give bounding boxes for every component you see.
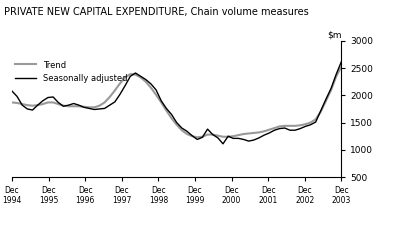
Line: Trend: Trend — [12, 67, 341, 137]
Seasonally adjusted — [107, 104, 112, 106]
Trend — [329, 89, 333, 91]
Legend: Trend, Seasonally adjusted: Trend, Seasonally adjusted — [12, 57, 131, 86]
Text: PRIVATE NEW CAPITAL EXPENDITURE, Chain volume measures: PRIVATE NEW CAPITAL EXPENDITURE, Chain v… — [4, 7, 309, 17]
Trend — [298, 124, 303, 127]
Trend — [339, 65, 344, 68]
Seasonally adjusted — [10, 90, 14, 92]
Trend — [195, 136, 200, 139]
Seasonally adjusted — [339, 60, 344, 63]
Seasonally adjusted — [87, 107, 92, 110]
Seasonally adjusted — [329, 87, 333, 90]
Trend — [107, 96, 112, 98]
Seasonally adjusted — [221, 143, 225, 145]
Seasonally adjusted — [148, 83, 153, 85]
Text: $m: $m — [327, 30, 341, 39]
Trend — [87, 106, 92, 109]
Trend — [10, 101, 14, 104]
Trend — [179, 129, 184, 132]
Line: Seasonally adjusted: Seasonally adjusted — [12, 62, 341, 144]
Seasonally adjusted — [298, 127, 303, 130]
Seasonally adjusted — [179, 127, 184, 129]
Trend — [148, 86, 153, 89]
